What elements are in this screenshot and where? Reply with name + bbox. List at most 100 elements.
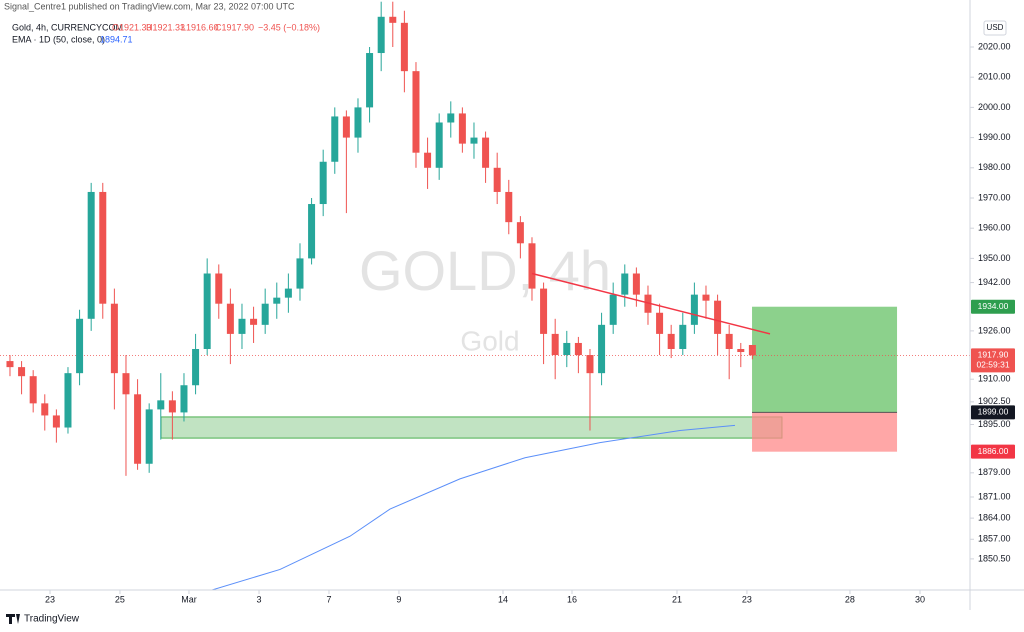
- candle-body: [470, 137, 478, 144]
- y-tick-label: 1902.50: [978, 396, 1011, 406]
- candle-body: [331, 116, 339, 162]
- price-label-box: [971, 348, 1015, 373]
- candle-body: [168, 400, 176, 413]
- candle-body: [528, 243, 536, 289]
- price-label: 1934.00: [978, 301, 1009, 311]
- candle-body: [157, 400, 165, 410]
- candle-body: [551, 333, 559, 356]
- plot: GOLD, 4h Gold: [0, 1, 970, 590]
- candle-body: [516, 222, 524, 244]
- candle-body: [215, 273, 223, 304]
- candle-body: [273, 297, 281, 304]
- candle-body: [482, 137, 490, 168]
- candle-body: [64, 373, 72, 428]
- ema-label[interactable]: EMA · 1D (50, close, 0): [12, 34, 105, 44]
- candle-body: [389, 16, 397, 23]
- candle-body: [609, 294, 617, 325]
- change: −3.45 (−0.18%): [258, 22, 320, 32]
- candle-body: [122, 373, 130, 395]
- candle-body: [238, 318, 246, 334]
- candle-body: [702, 294, 710, 301]
- currency-box[interactable]: [983, 20, 1007, 36]
- candle-body: [41, 403, 49, 416]
- candle-body: [540, 288, 548, 334]
- candle-body: [226, 303, 234, 334]
- candle-body: [424, 152, 432, 168]
- candle-body: [203, 273, 211, 349]
- y-tick-label: 2000.00: [978, 102, 1011, 112]
- brand-logo: [6, 614, 20, 624]
- candle-body: [679, 324, 687, 349]
- candle-body: [574, 342, 582, 356]
- x-tick-label: 23: [742, 594, 752, 604]
- candle-body: [447, 113, 455, 123]
- price-label: 1886.00: [978, 446, 1009, 456]
- candle-body: [29, 376, 37, 404]
- candle-body: [6, 361, 14, 368]
- y-tick-label: 1895.00: [978, 419, 1011, 429]
- y-tick-label: 1942.00: [978, 277, 1011, 287]
- symbol[interactable]: Gold, 4h, CURRENCYCOM: [12, 22, 123, 32]
- x-tick-label: 23: [45, 594, 55, 604]
- x-tick-label: 3: [257, 594, 262, 604]
- target-box: [752, 306, 898, 413]
- y-tick-label: 1950.00: [978, 253, 1011, 263]
- watermark-sub: Gold: [460, 325, 519, 356]
- candle-body: [342, 116, 350, 138]
- brand[interactable]: TradingView: [24, 614, 80, 625]
- published: Signal_Centre1 published on TradingView.…: [4, 1, 295, 11]
- candle-body: [737, 348, 745, 353]
- candle-body: [134, 394, 142, 464]
- candle-body: [284, 288, 292, 298]
- ohlc-close: C1917.90: [215, 22, 254, 32]
- candle-body: [250, 318, 258, 325]
- candle-body: [308, 204, 316, 259]
- ema-line: [210, 424, 736, 590]
- x-tick-label: 21: [672, 594, 682, 604]
- x-tick-label: 14: [498, 594, 508, 604]
- candle-body: [621, 273, 629, 295]
- candle-body: [598, 324, 606, 374]
- candle-body: [505, 191, 513, 223]
- candle-body: [261, 303, 269, 325]
- candle-body: [192, 348, 200, 386]
- y-tick-label: 1980.00: [978, 162, 1011, 172]
- candle-body: [99, 191, 107, 304]
- y-tick-label: 1910.00: [978, 374, 1011, 384]
- candle-body: [366, 53, 374, 108]
- candle-body: [748, 344, 756, 356]
- candle-body: [110, 303, 118, 374]
- candle-body: [412, 71, 420, 153]
- candle-body: [632, 273, 640, 295]
- candle-body: [18, 367, 26, 377]
- countdown: 02:59:31: [976, 360, 1009, 370]
- y-tick-label: 1960.00: [978, 223, 1011, 233]
- x-tick-label: 28: [845, 594, 855, 604]
- y-tick-label: 1970.00: [978, 192, 1011, 202]
- candle-body: [76, 318, 84, 374]
- stop-box: [752, 412, 898, 452]
- candle-body: [586, 355, 594, 374]
- candle-body: [180, 385, 188, 413]
- y-tick-label: 1990.00: [978, 132, 1011, 142]
- candle-body: [725, 333, 733, 349]
- y-tick-label: 1879.00: [978, 467, 1011, 477]
- candle-body: [690, 294, 698, 325]
- candle-body: [667, 333, 675, 349]
- zone: [160, 416, 783, 439]
- watermark: GOLD, 4h: [359, 239, 611, 302]
- y-tick-label: 1857.00: [978, 534, 1011, 544]
- y-tick-label: 1926.00: [978, 325, 1011, 335]
- candle-body: [563, 342, 571, 356]
- x-tick-label: Mar: [181, 594, 197, 604]
- candle-body: [52, 415, 60, 428]
- candle-body: [435, 122, 443, 168]
- price-label: 1917.90: [978, 350, 1009, 360]
- trendline: [531, 272, 771, 335]
- price-label-box: [971, 444, 1015, 459]
- ohlc-open: O1921.33: [112, 22, 152, 32]
- candle-body: [377, 16, 385, 54]
- currency: USD: [987, 23, 1004, 32]
- candle-body: [493, 167, 501, 192]
